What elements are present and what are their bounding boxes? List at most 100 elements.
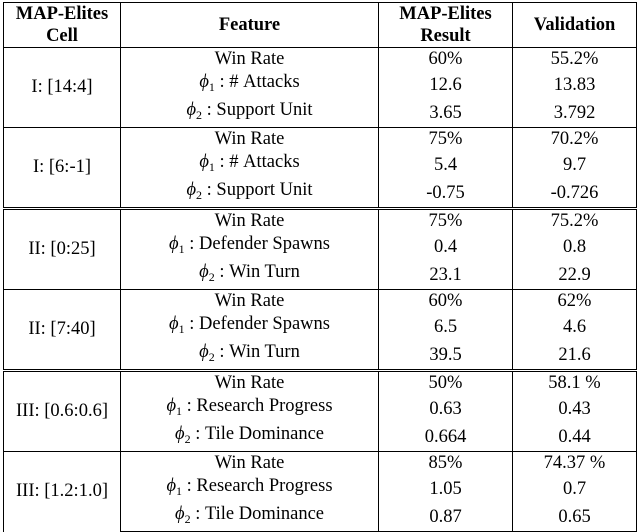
feature-cell: Win Rate bbox=[120, 369, 379, 395]
feature-cell: Win Rate bbox=[120, 451, 379, 475]
table-row: ϕ1 : Defender Spawns 6.5 4.6 bbox=[4, 313, 637, 341]
feature-label: Win Rate bbox=[214, 211, 285, 231]
validation-cell: 0.43 bbox=[512, 395, 637, 423]
feature-label: : Research Progress bbox=[186, 396, 333, 416]
result-cell: 75% bbox=[378, 207, 513, 233]
result-cell: 50% bbox=[378, 369, 513, 395]
feature-label: Win Rate bbox=[214, 373, 285, 393]
validation-cell: 75.2% bbox=[512, 207, 637, 233]
validation-cell: 21.6 bbox=[512, 341, 637, 371]
table-row: ϕ1 : Research Progress 0.63 0.43 bbox=[4, 395, 637, 423]
validation-cell: 55.2% bbox=[512, 47, 637, 71]
header-result: MAP-Elites Result bbox=[378, 2, 513, 48]
phi-symbol: ϕ bbox=[169, 314, 179, 334]
feature-label: Win Rate bbox=[214, 49, 285, 69]
table-row: I: [6:-1] Win Rate 75% 70.2% bbox=[3, 127, 637, 209]
result-cell: 75% bbox=[378, 127, 513, 151]
feature-label: : Defender Spawns bbox=[189, 234, 330, 254]
result-cell: 3.65 bbox=[378, 99, 513, 128]
header-cell: MAP-Elites Cell bbox=[3, 2, 121, 48]
table-row: ϕ2 : Tile Dominance 0.664 0.44 bbox=[4, 423, 637, 452]
phi-subscript: 1 bbox=[178, 242, 185, 256]
cell-label: II: [0:25] bbox=[3, 207, 121, 290]
phi-symbol: ϕ bbox=[174, 424, 185, 444]
feature-cell: Win Rate bbox=[120, 289, 379, 313]
phi-subscript: 1 bbox=[208, 160, 215, 174]
feature-cell: ϕ2 : Win Turn bbox=[120, 261, 379, 290]
feature-cell: ϕ1 : # Attacks bbox=[120, 151, 379, 179]
validation-cell: 13.83 bbox=[512, 71, 637, 99]
result-cell: 60% bbox=[378, 47, 513, 71]
header-feature: Feature bbox=[120, 2, 379, 48]
phi-symbol: ϕ bbox=[174, 504, 185, 524]
table-row: ϕ1 : # Attacks 5.4 9.7 bbox=[4, 151, 637, 179]
feature-cell: Win Rate bbox=[120, 47, 379, 71]
cell-label: III: [0.6:0.6] bbox=[3, 369, 121, 452]
feature-label: : Support Unit bbox=[206, 180, 313, 200]
cell-label: III: [1.2:1.0] bbox=[3, 451, 121, 532]
table-row: III: [0.6:0.6] Win Rate 50% 58.1 % bbox=[3, 369, 637, 452]
phi-subscript: 2 bbox=[184, 512, 191, 526]
feature-label: : Tile Dominance bbox=[195, 424, 324, 444]
feature-cell: ϕ1 : # Attacks bbox=[120, 71, 379, 99]
phi-subscript: 2 bbox=[196, 188, 203, 202]
result-cell: 0.664 bbox=[378, 423, 513, 452]
result-cell: 5.4 bbox=[378, 151, 513, 179]
phi-symbol: ϕ bbox=[199, 342, 209, 362]
feature-cell: ϕ2 : Support Unit bbox=[120, 99, 379, 128]
result-cell: 39.5 bbox=[378, 341, 513, 371]
feature-cell: ϕ1 : Defender Spawns bbox=[120, 233, 379, 261]
phi-subscript: 1 bbox=[178, 322, 185, 336]
phi-symbol: ϕ bbox=[199, 152, 209, 172]
feature-cell: ϕ1 : Research Progress bbox=[120, 395, 379, 423]
validation-cell: 3.792 bbox=[512, 99, 637, 128]
feature-label: : Win Turn bbox=[219, 262, 300, 282]
validation-cell: 0.7 bbox=[512, 475, 637, 503]
validation-cell: 0.65 bbox=[512, 503, 637, 532]
validation-cell: 9.7 bbox=[512, 151, 637, 179]
table-body: I: [14:4] Win Rate 60% 55.2% ϕ1 : # Attacks 1… bbox=[3, 47, 637, 532]
validation-cell: 22.9 bbox=[512, 261, 637, 290]
feature-cell: Win Rate bbox=[120, 207, 379, 233]
cell-label: I: [6:-1] bbox=[3, 127, 121, 209]
table-figure: MAP-Elites Cell Feature MAP-Elites Resul… bbox=[3, 2, 637, 532]
table-row: II: [0:25] Win Rate 75% 75.2% bbox=[3, 207, 637, 290]
phi-symbol: ϕ bbox=[166, 396, 177, 416]
result-cell: 6.5 bbox=[378, 313, 513, 341]
feature-label: : Win Turn bbox=[219, 342, 300, 362]
phi-subscript: 2 bbox=[208, 270, 215, 284]
validation-cell: 0.44 bbox=[512, 423, 637, 452]
feature-label: Win Rate bbox=[214, 291, 285, 311]
header-row: MAP-Elites Cell Feature MAP-Elites Resul… bbox=[3, 2, 637, 48]
feature-label: Win Rate bbox=[214, 453, 285, 473]
result-cell: 0.87 bbox=[378, 503, 513, 532]
feature-label: : Tile Dominance bbox=[195, 504, 324, 524]
table-row: ϕ1 : Defender Spawns 0.4 0.8 bbox=[4, 233, 637, 261]
result-cell: 23.1 bbox=[378, 261, 513, 290]
validation-cell: 74.37 % bbox=[512, 451, 637, 475]
table-row: II: [7:40] Win Rate 60% 62% bbox=[3, 289, 637, 371]
feature-label: : Research Progress bbox=[186, 476, 333, 496]
table-row: I: [14:4] Win Rate 60% 55.2% bbox=[3, 47, 637, 128]
feature-cell: ϕ2 : Tile Dominance bbox=[120, 503, 379, 532]
table-row: ϕ2 : Win Turn 39.5 21.6 bbox=[4, 341, 637, 371]
validation-cell: 0.8 bbox=[512, 233, 637, 261]
header-validation: Validation bbox=[512, 2, 637, 48]
feature-label: Win Rate bbox=[214, 129, 285, 149]
table-row: ϕ2 : Win Turn 23.1 22.9 bbox=[4, 261, 637, 290]
result-cell: 1.05 bbox=[378, 475, 513, 503]
result-cell: 60% bbox=[378, 289, 513, 313]
phi-symbol: ϕ bbox=[199, 72, 209, 92]
phi-subscript: 1 bbox=[176, 484, 183, 498]
cell-label: II: [7:40] bbox=[3, 289, 121, 371]
phi-symbol: ϕ bbox=[166, 476, 177, 496]
feature-label: : # Attacks bbox=[219, 72, 300, 92]
table-row: ϕ2 : Support Unit -0.75 -0.726 bbox=[4, 179, 637, 209]
validation-cell: 62% bbox=[512, 289, 637, 313]
feature-cell: ϕ1 : Research Progress bbox=[120, 475, 379, 503]
table-row: ϕ2 : Support Unit 3.65 3.792 bbox=[4, 99, 637, 128]
feature-cell: ϕ2 : Tile Dominance bbox=[120, 423, 379, 452]
feature-cell: ϕ2 : Win Turn bbox=[120, 341, 379, 371]
feature-cell: Win Rate bbox=[120, 127, 379, 151]
phi-symbol: ϕ bbox=[186, 100, 197, 120]
